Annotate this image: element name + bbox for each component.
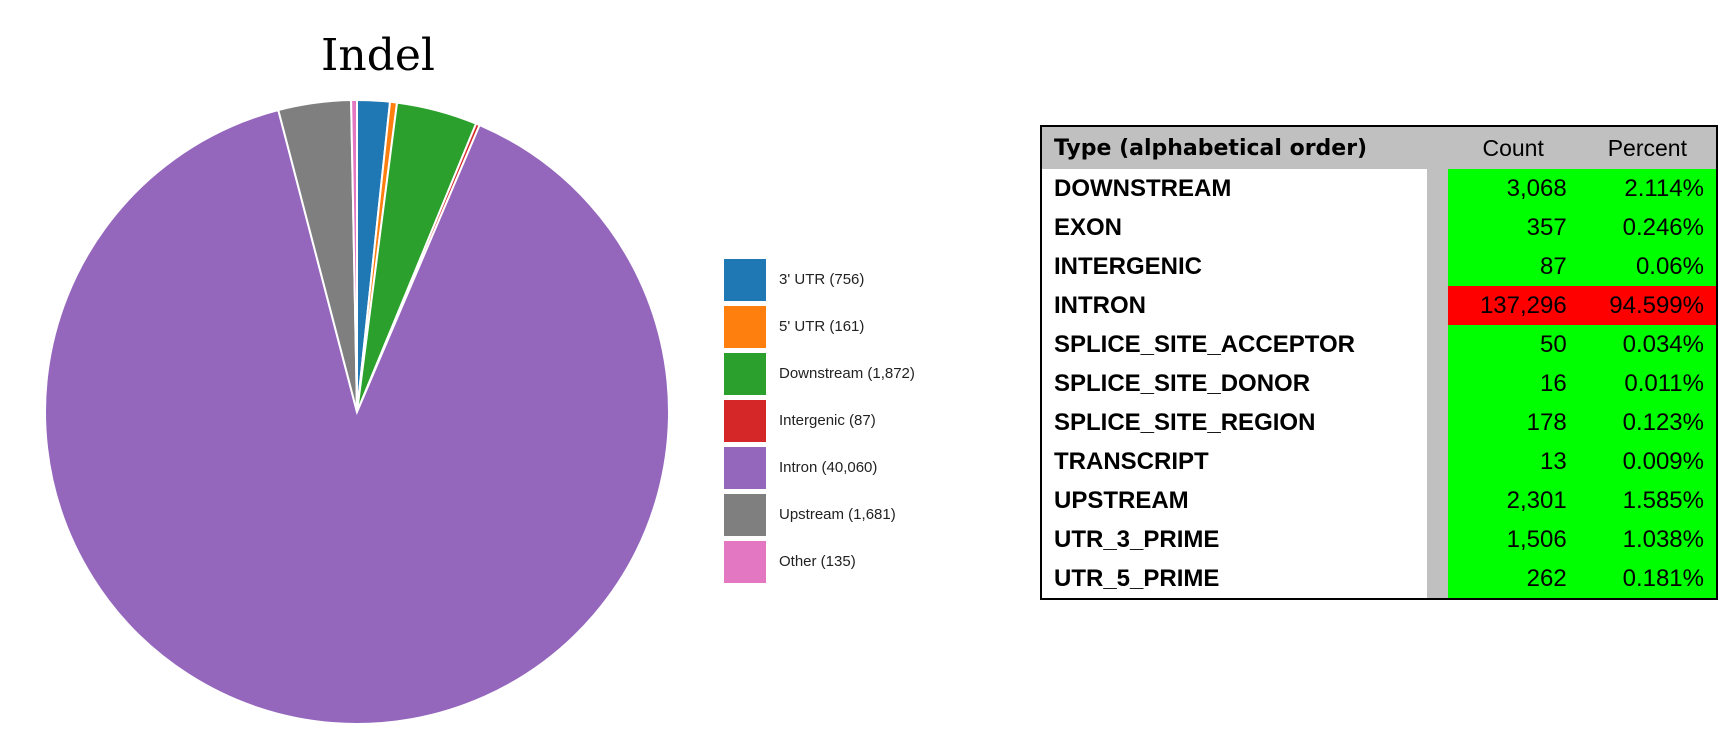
type-cell: SPLICE_SITE_REGION <box>1041 403 1427 442</box>
count-column-header: Count <box>1447 126 1579 169</box>
legend-swatch <box>724 258 766 301</box>
count-cell: 178 <box>1447 403 1579 442</box>
table-row: EXON 357 0.246% <box>1041 208 1717 247</box>
count-cell: 13 <box>1447 442 1579 481</box>
type-cell: SPLICE_SITE_DONOR <box>1041 364 1427 403</box>
pie-slice <box>350 98 358 413</box>
table-row: UTR_3_PRIME 1,506 1.038% <box>1041 520 1717 559</box>
table-row: TRANSCRIPT 13 0.009% <box>1041 442 1717 481</box>
type-cell: UTR_5_PRIME <box>1041 559 1427 599</box>
legend-swatch <box>724 493 766 536</box>
legend-item: 5' UTR (161) <box>724 303 915 350</box>
legend-swatch <box>724 352 766 395</box>
legend-item: Intergenic (87) <box>724 397 915 444</box>
percent-cell: 1.038% <box>1578 520 1717 559</box>
percent-cell: 2.114% <box>1578 169 1717 208</box>
percent-cell: 0.034% <box>1578 325 1717 364</box>
percent-column-header: Percent <box>1578 126 1717 169</box>
table-row: DOWNSTREAM 3,068 2.114% <box>1041 169 1717 208</box>
legend-item: Intron (40,060) <box>724 444 915 491</box>
legend-swatch <box>724 540 766 583</box>
pie-legend: 3' UTR (756) 5' UTR (161) Downstream (1,87… <box>724 256 915 585</box>
count-cell: 50 <box>1447 325 1579 364</box>
table-row: SPLICE_SITE_REGION 178 0.123% <box>1041 403 1717 442</box>
type-cell: TRANSCRIPT <box>1041 442 1427 481</box>
count-cell: 87 <box>1447 247 1579 286</box>
gap-cell <box>1426 403 1448 442</box>
legend-label: Intron (40,060) <box>779 459 878 476</box>
percent-cell: 0.009% <box>1578 442 1717 481</box>
table-row: INTERGENIC 87 0.06% <box>1041 247 1717 286</box>
legend-label: Downstream (1,872) <box>779 365 915 382</box>
legend-item: Downstream (1,872) <box>724 350 915 397</box>
legend-label: Upstream (1,681) <box>779 506 896 523</box>
gap-cell <box>1426 481 1448 520</box>
legend-swatch <box>724 399 766 442</box>
gap-cell <box>1426 520 1448 559</box>
percent-cell: 0.181% <box>1578 559 1717 599</box>
table-row: INTRON 137,296 94.599% <box>1041 286 1717 325</box>
type-cell: UPSTREAM <box>1041 481 1427 520</box>
legend-label: Other (135) <box>779 553 856 570</box>
pie-chart <box>44 98 671 725</box>
type-cell: UTR_3_PRIME <box>1041 520 1427 559</box>
percent-cell: 0.011% <box>1578 364 1717 403</box>
legend-item: 3' UTR (756) <box>724 256 915 303</box>
gap-cell <box>1426 208 1448 247</box>
effect-type-table: Type (alphabetical order) Count Percent … <box>1040 125 1718 600</box>
percent-cell: 1.585% <box>1578 481 1717 520</box>
table-row: UPSTREAM 2,301 1.585% <box>1041 481 1717 520</box>
type-cell: DOWNSTREAM <box>1041 169 1427 208</box>
legend-label: Intergenic (87) <box>779 412 876 429</box>
gap-cell <box>1426 442 1448 481</box>
pie-slice <box>44 108 671 725</box>
table-header-row: Type (alphabetical order) Count Percent <box>1041 126 1717 169</box>
table-row: UTR_5_PRIME 262 0.181% <box>1041 559 1717 599</box>
type-cell: EXON <box>1041 208 1427 247</box>
legend-label: 5' UTR (161) <box>779 318 865 335</box>
table-row: SPLICE_SITE_DONOR 16 0.011% <box>1041 364 1717 403</box>
legend-label: 3' UTR (756) <box>779 271 865 288</box>
percent-cell: 0.06% <box>1578 247 1717 286</box>
gap-cell <box>1426 559 1448 599</box>
legend-item: Other (135) <box>724 538 915 585</box>
type-cell: SPLICE_SITE_ACCEPTOR <box>1041 325 1427 364</box>
percent-cell: 94.599% <box>1578 286 1717 325</box>
gap-cell <box>1426 364 1448 403</box>
count-cell: 137,296 <box>1447 286 1579 325</box>
count-cell: 2,301 <box>1447 481 1579 520</box>
count-cell: 1,506 <box>1447 520 1579 559</box>
percent-cell: 0.123% <box>1578 403 1717 442</box>
count-cell: 16 <box>1447 364 1579 403</box>
legend-swatch <box>724 305 766 348</box>
legend-item: Upstream (1,681) <box>724 491 915 538</box>
table-row: SPLICE_SITE_ACCEPTOR 50 0.034% <box>1041 325 1717 364</box>
count-cell: 3,068 <box>1447 169 1579 208</box>
gap-cell <box>1426 286 1448 325</box>
gap-cell <box>1426 325 1448 364</box>
gap-cell <box>1426 169 1448 208</box>
type-cell: INTRON <box>1041 286 1427 325</box>
gap-cell <box>1426 247 1448 286</box>
type-cell: INTERGENIC <box>1041 247 1427 286</box>
percent-cell: 0.246% <box>1578 208 1717 247</box>
gap-column-header <box>1426 126 1448 169</box>
count-cell: 262 <box>1447 559 1579 599</box>
count-cell: 357 <box>1447 208 1579 247</box>
pie-chart-title: Indel <box>321 30 435 81</box>
type-column-header: Type (alphabetical order) <box>1041 126 1427 169</box>
legend-swatch <box>724 446 766 489</box>
table-body: DOWNSTREAM 3,068 2.114% EXON 357 0.246% INTERG… <box>1041 169 1717 599</box>
